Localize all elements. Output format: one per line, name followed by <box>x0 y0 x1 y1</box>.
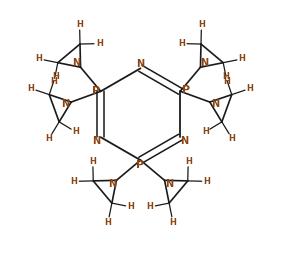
Text: H: H <box>51 77 57 86</box>
Text: H: H <box>185 157 192 166</box>
Text: N: N <box>165 179 173 189</box>
Text: H: H <box>239 54 246 63</box>
Text: H: H <box>247 84 253 93</box>
Text: H: H <box>147 202 154 211</box>
Text: P: P <box>137 159 144 169</box>
Text: N: N <box>92 136 100 146</box>
Text: H: H <box>71 177 77 186</box>
Text: H: H <box>72 127 79 137</box>
Text: N: N <box>108 179 116 189</box>
Text: H: H <box>35 54 42 63</box>
Text: H: H <box>127 202 134 211</box>
Text: H: H <box>96 39 103 48</box>
Text: H: H <box>224 77 230 86</box>
Text: H: H <box>28 84 34 93</box>
Text: H: H <box>105 218 112 227</box>
Text: N: N <box>181 136 189 146</box>
Text: P: P <box>92 86 100 96</box>
Text: H: H <box>204 177 210 186</box>
Text: H: H <box>198 20 205 29</box>
Text: H: H <box>178 39 185 48</box>
Text: N: N <box>211 99 219 109</box>
Text: N: N <box>72 58 81 68</box>
Text: N: N <box>62 99 70 109</box>
Text: H: H <box>202 127 209 137</box>
Text: H: H <box>89 157 96 166</box>
Text: H: H <box>76 20 83 29</box>
Text: H: H <box>46 134 53 143</box>
Text: H: H <box>169 218 176 227</box>
Text: N: N <box>200 58 209 68</box>
Text: H: H <box>222 72 229 81</box>
Text: H: H <box>228 134 235 143</box>
Text: N: N <box>137 58 144 69</box>
Text: H: H <box>52 72 59 81</box>
Text: P: P <box>182 85 190 95</box>
